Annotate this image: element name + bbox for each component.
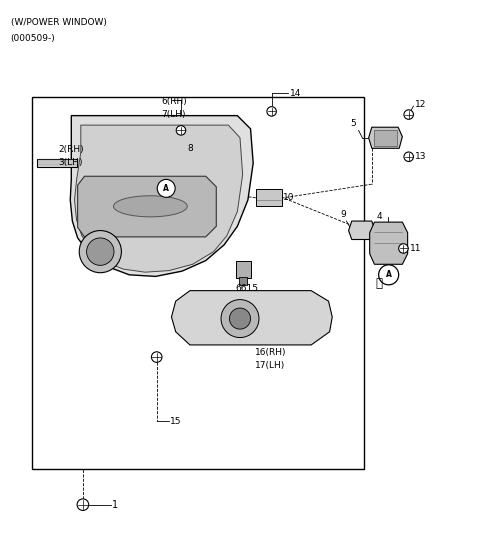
Bar [32,97,364,469]
Text: 15: 15 [170,417,182,426]
Polygon shape [74,125,242,272]
Text: 12: 12 [415,99,426,108]
Circle shape [77,499,89,511]
Text: A: A [163,184,169,193]
Text: (W/POWER WINDOW): (W/POWER WINDOW) [11,18,107,27]
Bar [240,277,247,285]
Circle shape [379,265,399,285]
Polygon shape [370,222,408,264]
Circle shape [221,300,259,338]
Polygon shape [37,159,77,167]
Circle shape [151,352,162,362]
Circle shape [86,238,114,265]
Text: A: A [386,270,392,279]
Circle shape [404,152,413,162]
Bar [374,130,397,146]
Circle shape [176,126,186,135]
Polygon shape [369,127,402,148]
Polygon shape [70,115,253,277]
Text: 1: 1 [112,499,119,510]
Text: 10: 10 [283,193,295,202]
Text: 9: 9 [340,210,346,219]
Text: (000509-): (000509-) [11,34,55,43]
Text: 17(LH): 17(LH) [255,361,285,370]
Text: 4: 4 [377,212,383,221]
Bar [236,261,251,278]
Circle shape [267,107,276,116]
Polygon shape [348,221,375,240]
Text: 13: 13 [415,153,427,161]
Text: 2(RH): 2(RH) [58,144,84,154]
Text: 7(LH): 7(LH) [161,110,185,119]
Text: Ⓚ: Ⓚ [376,277,383,290]
Text: 6(RH): 6(RH) [161,97,187,106]
Circle shape [79,230,121,273]
Polygon shape [171,291,332,345]
Polygon shape [78,176,216,237]
Circle shape [399,244,408,253]
Text: 6615: 6615 [236,284,259,293]
Circle shape [229,308,251,329]
Circle shape [404,110,413,119]
Text: 8: 8 [187,144,193,153]
Text: 11: 11 [410,244,421,253]
Text: 3(LH): 3(LH) [58,158,83,167]
Text: 5: 5 [351,119,357,128]
Bar [256,190,282,206]
Text: 14: 14 [290,89,301,98]
Circle shape [157,179,175,197]
Text: 16(RH): 16(RH) [255,348,286,357]
Ellipse shape [113,196,187,217]
